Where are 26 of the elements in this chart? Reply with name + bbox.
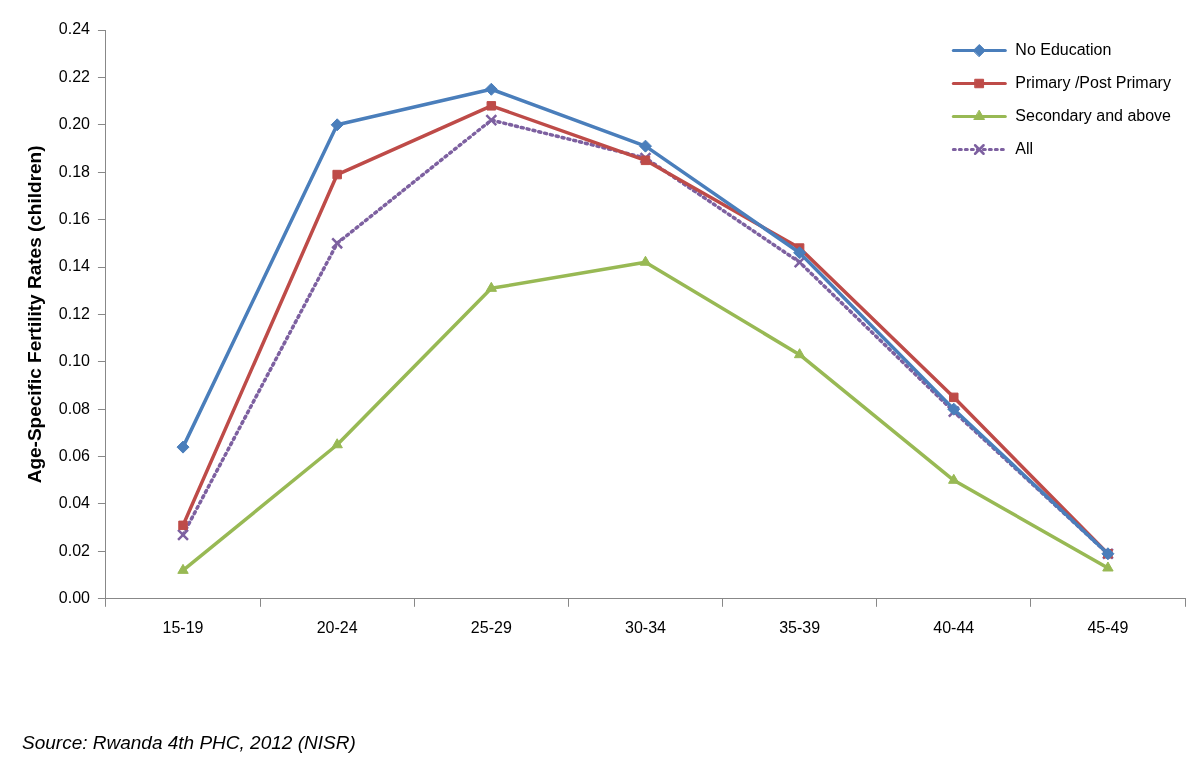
legend-label: Secondary and above xyxy=(1015,106,1172,124)
y-axis-title: Age-Specific Fertility Rates (children) xyxy=(23,145,45,484)
legend-label: Primary /Post Primary xyxy=(1015,73,1171,91)
x-tick-label: 20-24 xyxy=(316,618,358,636)
x-tick-label: 25-29 xyxy=(470,618,512,636)
x-tick-label: 30-34 xyxy=(625,618,667,636)
y-tick-label: 0.02 xyxy=(58,541,91,559)
y-tick-label: 0.00 xyxy=(58,589,91,607)
x-tick-label: 40-44 xyxy=(933,618,975,636)
y-tick-label: 0.14 xyxy=(58,257,91,275)
y-tick-label: 0.08 xyxy=(58,399,91,417)
y-tick-label: 0.04 xyxy=(58,494,91,512)
y-tick-label: 0.20 xyxy=(58,115,91,133)
x-tick-label: 15-19 xyxy=(162,618,204,636)
y-tick-label: 0.06 xyxy=(58,447,91,465)
legend-label: No Education xyxy=(1015,40,1112,58)
x-tick-label: 45-49 xyxy=(1087,618,1129,636)
y-tick-label: 0.10 xyxy=(58,352,91,370)
y-tick-label: 0.18 xyxy=(58,162,91,180)
y-tick-label: 0.12 xyxy=(58,304,91,322)
y-tick-label: 0.16 xyxy=(58,210,91,228)
y-tick-label: 0.22 xyxy=(58,67,91,85)
source-note: Source: Rwanda 4th PHC, 2012 (NISR) xyxy=(22,732,356,754)
y-tick-label: 0.24 xyxy=(58,20,91,38)
legend-label: All xyxy=(1015,139,1034,157)
x-tick-label: 35-39 xyxy=(779,618,821,636)
